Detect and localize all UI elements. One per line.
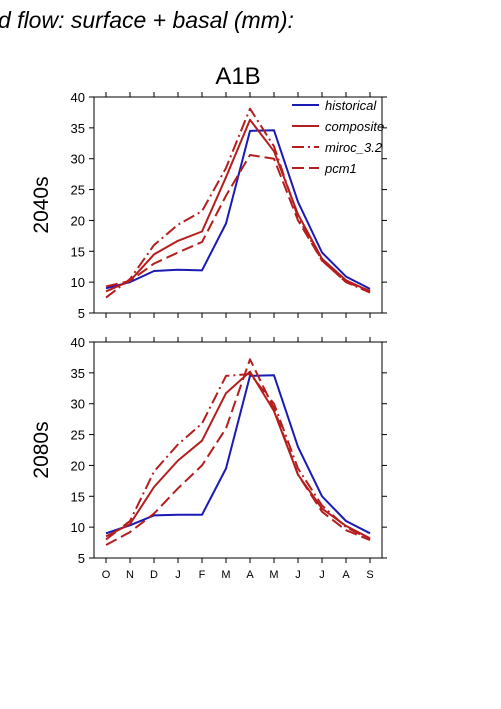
x-tick-label: S [366, 569, 373, 581]
plot-frame [93, 96, 383, 314]
y-tick-label: 25 [71, 428, 85, 443]
y-tick-label: 30 [71, 152, 85, 167]
y-axis-label: 2080s [30, 421, 53, 478]
y-tick-label: 10 [71, 275, 85, 290]
series-line-pcm1 [105, 154, 371, 292]
y-tick-label: 25 [71, 183, 85, 198]
chart-panels: 5 10 15 20 25 30 35 40 A1B 2040s historical composi… [30, 63, 387, 581]
chart-title: A1B [215, 63, 260, 90]
y-tick-label: 5 [78, 551, 85, 566]
x-tick-label: J [319, 569, 325, 581]
plot-frame [93, 341, 383, 559]
x-tick-label: N [126, 569, 134, 581]
y-tick-label: 15 [71, 489, 85, 504]
legend-label: historical [325, 98, 377, 113]
y-tick-label: 20 [71, 458, 85, 473]
legend-label: miroc_3.2 [325, 140, 383, 155]
y-tick-label: 35 [71, 366, 85, 381]
legend: historical composite miroc_3.2 pcm1 [292, 98, 384, 176]
x-tick-label: D [150, 569, 158, 581]
series-line-composite [105, 370, 371, 540]
x-tick-label: A [246, 569, 254, 581]
y-tick-label: 20 [71, 213, 85, 228]
chart-panel-2: 5 10 15 20 25 30 35 40 O N D J F M A M J J A S 2080s [30, 335, 387, 581]
figure-title: d flow: surface + basal (mm): [0, 7, 294, 33]
x-tick-label: J [175, 569, 181, 581]
y-tick-label: 35 [71, 121, 85, 136]
series-line-composite [105, 118, 371, 293]
series-line-historical [105, 374, 371, 535]
x-tick-label: M [221, 569, 230, 581]
chart-panel-1: 5 10 15 20 25 30 35 40 A1B 2040s historical composi… [30, 63, 387, 321]
x-tick-label: O [102, 569, 111, 581]
y-tick-label: 30 [71, 397, 85, 412]
x-tick-label: J [295, 569, 301, 581]
x-tick-label: M [269, 569, 278, 581]
y-tick-label: 5 [78, 306, 85, 321]
y-axis-label: 2040s [30, 176, 53, 233]
legend-label: composite [325, 119, 384, 134]
y-tick-label: 40 [71, 90, 85, 105]
y-tick-label: 15 [71, 244, 85, 259]
series-line-miroc-3-2 [105, 373, 371, 541]
y-tick-label: 40 [71, 335, 85, 350]
y-tick-label: 10 [71, 520, 85, 535]
series-line-pcm1 [105, 358, 371, 546]
x-tick-label: F [199, 569, 206, 581]
legend-label: pcm1 [324, 161, 357, 176]
x-tick-label: A [342, 569, 350, 581]
